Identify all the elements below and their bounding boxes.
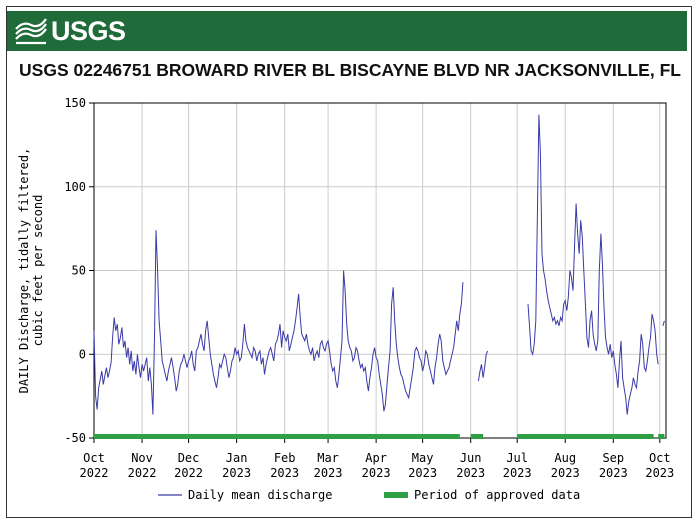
x-tick-year-label: 2022	[128, 466, 157, 480]
usgs-logo: USGS	[15, 15, 126, 47]
x-tick-year-label: 2023	[314, 466, 343, 480]
x-tick-label: Jul	[506, 451, 528, 465]
legend-label-discharge: Daily mean discharge	[188, 488, 333, 502]
chart-title: USGS 02246751 BROWARD RIVER BL BISCAYNE …	[19, 60, 681, 80]
discharge-series-line	[662, 320, 665, 326]
figure-frame	[6, 6, 692, 518]
x-tick-year-label: 2023	[362, 466, 391, 480]
y-tick-label: 150	[64, 96, 86, 110]
legend-label-approved: Period of approved data	[414, 488, 580, 502]
x-tick-year-label: 2023	[270, 466, 299, 480]
x-tick-year-label: 2023	[456, 466, 485, 480]
x-tick-year-label: 2023	[408, 466, 437, 480]
usgs-logo-text: USGS	[51, 15, 126, 46]
x-tick-label: Jun	[460, 451, 482, 465]
approved-period-bar	[658, 434, 665, 439]
usgs-banner: USGS	[7, 11, 687, 51]
x-tick-label: Mar	[317, 451, 339, 465]
x-tick-year-label: 2023	[222, 466, 251, 480]
x-tick-label: Oct	[83, 451, 105, 465]
discharge-series-line	[477, 350, 489, 382]
x-tick-year-label: 2023	[503, 466, 532, 480]
y-tick-label: 100	[64, 180, 86, 194]
x-tick-year-label: 2023	[551, 466, 580, 480]
y-axis-title: cubic feet per second	[31, 195, 45, 347]
discharge-series-line	[93, 230, 464, 415]
x-tick-label: May	[412, 451, 434, 465]
x-tick-year-label: 2023	[645, 466, 674, 480]
discharge-series-line	[527, 114, 659, 415]
usgs-wave-icon	[15, 18, 47, 45]
x-tick-label: Feb	[274, 451, 296, 465]
y-axis-title: DAILY Discharge, tidally filtered,	[17, 148, 31, 394]
x-tick-label: Sep	[602, 451, 624, 465]
approved-period-bar	[470, 434, 484, 439]
x-tick-label: Dec	[178, 451, 200, 465]
x-tick-label: Apr	[365, 451, 387, 465]
x-tick-year-label: 2022	[80, 466, 109, 480]
x-tick-label: Nov	[131, 451, 153, 465]
legend-bar-swatch	[384, 492, 408, 498]
x-tick-label: Jan	[226, 451, 248, 465]
y-tick-label: 50	[72, 264, 86, 278]
y-tick-label: 0	[79, 347, 86, 361]
x-tick-label: Oct	[649, 451, 671, 465]
y-tick-label: -50	[64, 431, 86, 445]
approved-period-bar	[517, 434, 654, 439]
x-tick-year-label: 2023	[599, 466, 628, 480]
approved-period-bar	[94, 434, 460, 439]
x-tick-year-label: 2022	[174, 466, 203, 480]
x-tick-label: Aug	[554, 451, 576, 465]
